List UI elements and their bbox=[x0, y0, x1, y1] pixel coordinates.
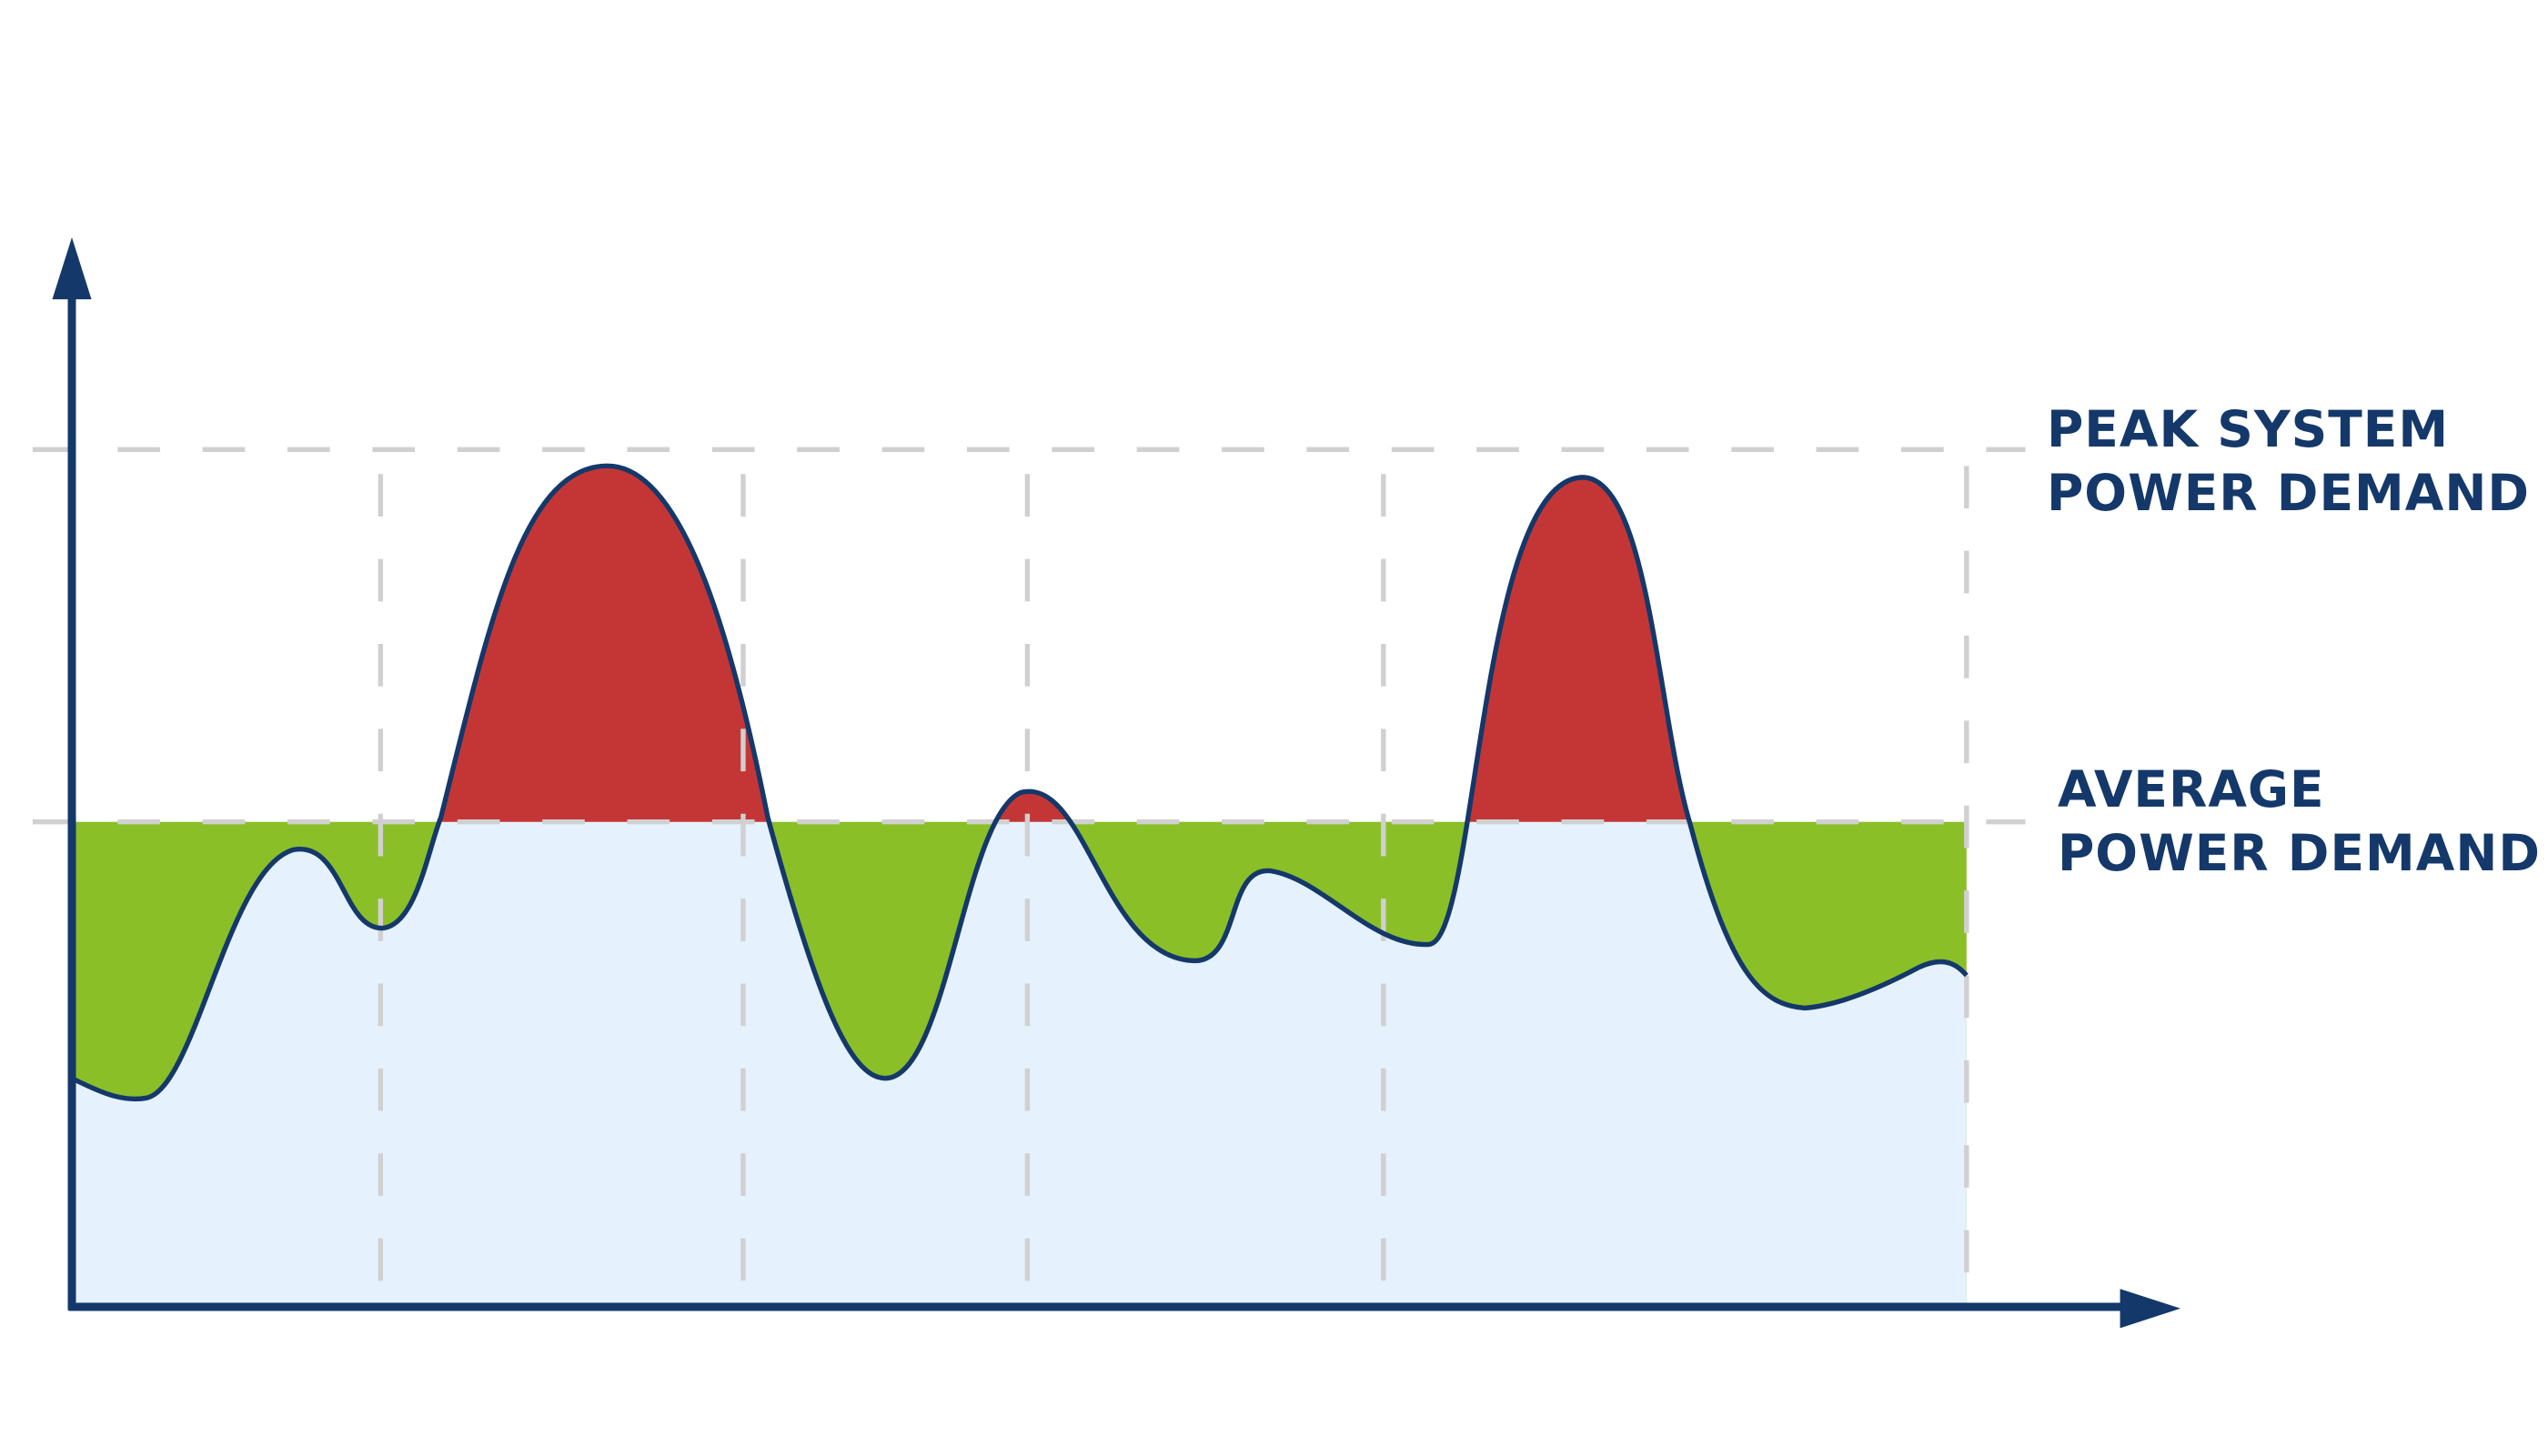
average-label-line-2: POWER DEMAND bbox=[2058, 824, 2542, 882]
demand-curve bbox=[70, 463, 1969, 1102]
above-average-peaks bbox=[438, 466, 1690, 822]
peak-label-line-2: POWER DEMAND bbox=[2047, 464, 2531, 522]
gridlines bbox=[32, 447, 2026, 1308]
y-axis-arrow-icon bbox=[52, 236, 92, 300]
peak-demand-label: PEAK SYSTEM POWER DEMAND bbox=[2047, 397, 2530, 525]
x-axis-arrow-icon bbox=[2120, 1289, 2181, 1329]
average-demand-label: AVERAGE POWER DEMAND bbox=[2058, 758, 2541, 885]
average-label-line-1: AVERAGE bbox=[2058, 760, 2325, 818]
peak-label-line-1: PEAK SYSTEM bbox=[2047, 400, 2450, 458]
